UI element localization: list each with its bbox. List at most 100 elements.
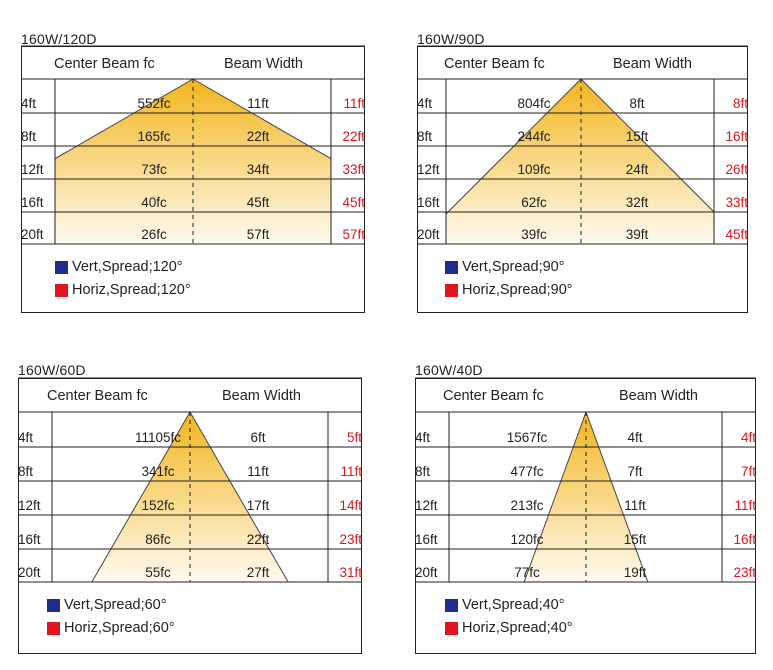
- distance-label: 4ft: [415, 430, 431, 445]
- beam-diagram: [21, 45, 365, 313]
- distance-label: 8ft: [18, 464, 34, 479]
- vert-swatch-icon: [445, 598, 458, 612]
- vert-swatch-icon: [47, 598, 60, 612]
- beam-panel-60d: 160W/60D Center Beam fc Beam Width 4ft 1…: [18, 362, 362, 654]
- horiz-width-value: 4ft: [740, 430, 756, 445]
- center-beam-value: 73fc: [141, 162, 167, 177]
- legend-vert: Vert,Spread;60°: [47, 597, 167, 613]
- beam-panel-40d: 160W/40D Center Beam fc Beam Width 4ft 1…: [415, 362, 756, 654]
- legend-horiz-label: Horiz,Spread;90°: [462, 282, 573, 298]
- center-beam-value: 26fc: [141, 227, 167, 242]
- horiz-width-value: 16ft: [733, 532, 756, 547]
- beam-width-value: 6ft: [250, 430, 266, 445]
- beam-width-value: 45ft: [246, 195, 270, 210]
- horiz-width-value: 23ft: [733, 565, 756, 580]
- center-beam-value: 804fc: [517, 96, 551, 111]
- legend-horiz-label: Horiz,Spread;60°: [64, 620, 175, 636]
- center-beam-value: 86fc: [145, 532, 171, 547]
- beam-edge-left: [523, 411, 587, 583]
- beam-edge-right: [189, 411, 289, 583]
- distance-label: 20ft: [415, 565, 438, 580]
- horiz-width-value: 57ft: [342, 227, 365, 242]
- beam-diagram: [18, 377, 362, 654]
- horiz-width-value: 31ft: [339, 565, 362, 580]
- center-beam-value: 477fc: [510, 464, 544, 479]
- horiz-width-value: 33ft: [725, 195, 748, 210]
- distance-label: 4ft: [21, 96, 37, 111]
- beam-panel-120d: 160W/120D Center Beam fc Beam Width 4ft …: [21, 31, 365, 313]
- legend-vert: Vert,Spread;120°: [55, 259, 183, 275]
- beam-width-value: 11ft: [624, 498, 646, 513]
- vert-swatch-icon: [445, 260, 458, 274]
- horiz-width-value: 11ft: [734, 498, 756, 513]
- beam-width-value: 17ft: [246, 498, 270, 513]
- legend-horiz: Horiz,Spread;90°: [445, 282, 573, 298]
- distance-label: 20ft: [417, 227, 440, 242]
- panel-frame: [18, 378, 362, 654]
- legend-horiz-label: Horiz,Spread;120°: [72, 282, 191, 298]
- beam-cone: [91, 412, 289, 582]
- distance-label: 12ft: [21, 162, 44, 177]
- horiz-width-value: 26ft: [725, 162, 748, 177]
- center-beam-value: 165fc: [137, 129, 171, 144]
- beam-width-value: 7ft: [627, 464, 643, 479]
- center-beam-value: 213fc: [510, 498, 544, 513]
- distance-label: 4ft: [18, 430, 34, 445]
- legend-vert-label: Vert,Spread;40°: [462, 597, 565, 613]
- beam-width-value: 27ft: [246, 565, 270, 580]
- horiz-width-value: 33ft: [342, 162, 365, 177]
- header-center-beam: Center Beam fc: [443, 388, 544, 404]
- horiz-width-value: 5ft: [346, 430, 362, 445]
- panel-frame: [415, 378, 756, 654]
- center-beam-value: 244fc: [517, 129, 551, 144]
- beam-width-value: 11ft: [247, 96, 269, 111]
- beam-width-value: 15ft: [625, 129, 649, 144]
- center-beam-value: 62fc: [521, 195, 547, 210]
- panel-title: 160W/90D: [417, 31, 485, 47]
- beam-width-value: 32ft: [625, 195, 649, 210]
- panel-title: 160W/60D: [18, 362, 86, 378]
- header-center-beam: Center Beam fc: [47, 388, 148, 404]
- center-beam-value: 109fc: [517, 162, 551, 177]
- legend-horiz: Horiz,Spread;120°: [55, 282, 191, 298]
- beam-panel-90d: 160W/90D Center Beam fc Beam Width 4ft 8…: [417, 31, 748, 313]
- horiz-width-value: 11ft: [340, 464, 362, 479]
- horiz-swatch-icon: [445, 283, 458, 297]
- center-beam-value: 11105fc: [134, 430, 182, 445]
- header-center-beam: Center Beam fc: [444, 56, 545, 72]
- legend-horiz: Horiz,Spread;60°: [47, 620, 175, 636]
- horiz-width-value: 23ft: [339, 532, 362, 547]
- center-beam-value: 55fc: [145, 565, 171, 580]
- center-beam-value: 120fc: [510, 532, 544, 547]
- beam-width-value: 15ft: [623, 532, 647, 547]
- header-beam-width: Beam Width: [619, 388, 698, 404]
- distance-label: 20ft: [18, 565, 41, 580]
- horiz-width-value: 45ft: [725, 227, 748, 242]
- panel-title: 160W/40D: [415, 362, 483, 378]
- horiz-width-value: 8ft: [732, 96, 748, 111]
- beam-width-value: 8ft: [629, 96, 645, 111]
- horiz-swatch-icon: [47, 621, 60, 635]
- legend-vert: Vert,Spread;90°: [445, 259, 565, 275]
- beam-width-value: 11ft: [247, 464, 269, 479]
- center-beam-value: 39fc: [521, 227, 547, 242]
- legend-vert-label: Vert,Spread;90°: [462, 259, 565, 275]
- beam-cone: [524, 412, 648, 582]
- legend-vert-label: Vert,Spread;60°: [64, 597, 167, 613]
- beam-diagram: [415, 377, 756, 654]
- beam-diagram: [417, 45, 748, 313]
- distance-label: 8ft: [415, 464, 431, 479]
- legend-horiz: Horiz,Spread;40°: [445, 620, 573, 636]
- header-beam-width: Beam Width: [613, 56, 692, 72]
- beam-width-value: 22ft: [246, 129, 270, 144]
- beam-width-value: 19ft: [623, 565, 647, 580]
- legend-vert: Vert,Spread;40°: [445, 597, 565, 613]
- header-beam-width: Beam Width: [222, 388, 301, 404]
- distance-label: 8ft: [21, 129, 37, 144]
- distance-label: 16ft: [18, 532, 41, 547]
- distance-label: 12ft: [417, 162, 440, 177]
- beam-width-value: 22ft: [246, 532, 270, 547]
- beam-width-value: 39ft: [625, 227, 649, 242]
- vert-swatch-icon: [55, 260, 68, 274]
- beam-edge-right: [585, 411, 649, 583]
